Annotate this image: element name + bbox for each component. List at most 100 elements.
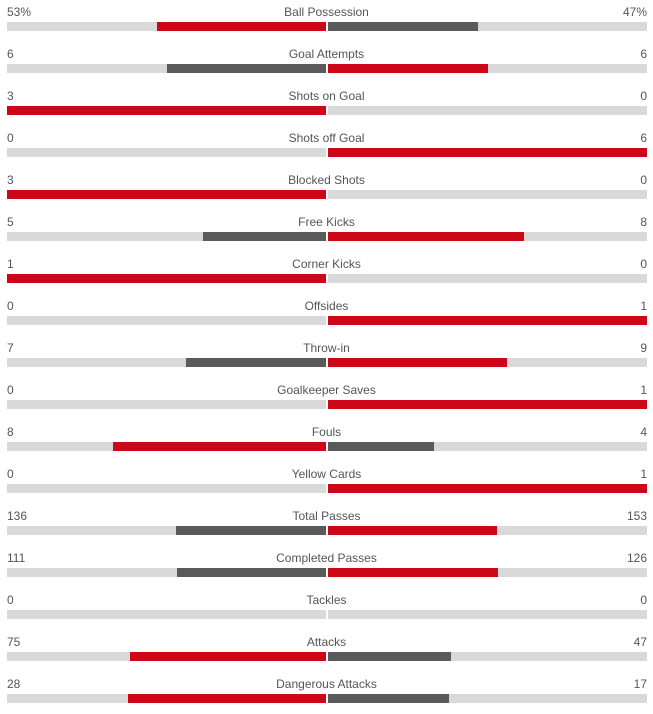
stat-row-blocked-shots: 3 Blocked Shots 0 bbox=[0, 168, 653, 210]
home-value: 0 bbox=[7, 131, 14, 145]
away-bar-fill bbox=[328, 694, 449, 703]
home-bar-track bbox=[7, 274, 326, 283]
stat-name: Shots on Goal bbox=[288, 89, 365, 103]
home-bar-track bbox=[7, 190, 326, 199]
stat-name: Offsides bbox=[304, 299, 349, 313]
home-bar-track bbox=[7, 652, 326, 661]
away-bar-track bbox=[328, 526, 647, 535]
away-bar-fill bbox=[328, 652, 451, 661]
away-bar-fill bbox=[328, 400, 647, 409]
stat-name: Throw-in bbox=[303, 341, 350, 355]
home-bar-track bbox=[7, 526, 326, 535]
stat-row-total-passes: 136 Total Passes 153 bbox=[0, 504, 653, 546]
away-bar-fill bbox=[328, 358, 508, 367]
away-value: 8 bbox=[640, 215, 647, 229]
home-bar-track bbox=[7, 484, 326, 493]
away-bar-track bbox=[328, 232, 647, 241]
stat-row-shots-off-goal: 0 Shots off Goal 6 bbox=[0, 126, 653, 168]
home-bar-fill bbox=[166, 64, 326, 73]
home-value: 0 bbox=[7, 593, 14, 607]
away-value: 1 bbox=[640, 299, 647, 313]
away-bar-track bbox=[328, 484, 647, 493]
away-bar-track bbox=[328, 22, 647, 31]
home-value: 53% bbox=[7, 5, 32, 19]
away-value: 17 bbox=[633, 677, 647, 691]
away-bar-track bbox=[328, 316, 647, 325]
stat-row-dangerous-attacks: 28 Dangerous Attacks 17 bbox=[0, 672, 653, 714]
away-bar-fill bbox=[328, 22, 478, 31]
away-value: 0 bbox=[640, 593, 647, 607]
stat-row-yellow-cards: 0 Yellow Cards 1 bbox=[0, 462, 653, 504]
home-value: 5 bbox=[7, 215, 14, 229]
home-bar-track bbox=[7, 358, 326, 367]
away-value: 0 bbox=[640, 257, 647, 271]
home-bar-track bbox=[7, 694, 326, 703]
home-bar-fill bbox=[156, 22, 326, 31]
away-value: 153 bbox=[626, 509, 647, 523]
stat-row-offsides: 0 Offsides 1 bbox=[0, 294, 653, 336]
stat-row-throw-in: 7 Throw-in 9 bbox=[0, 336, 653, 378]
away-bar-track bbox=[328, 568, 647, 577]
stat-name: Yellow Cards bbox=[291, 467, 362, 481]
home-bar-track bbox=[7, 106, 326, 115]
stat-row-tackles: 0 Tackles 0 bbox=[0, 588, 653, 630]
stat-row-free-kicks: 5 Free Kicks 8 bbox=[0, 210, 653, 252]
home-bar-track bbox=[7, 568, 326, 577]
away-bar-fill bbox=[328, 64, 488, 73]
home-value: 0 bbox=[7, 383, 14, 397]
stat-name: Total Passes bbox=[292, 509, 361, 523]
home-bar-track bbox=[7, 316, 326, 325]
stat-row-goal-attempts: 6 Goal Attempts 6 bbox=[0, 42, 653, 84]
away-value: 1 bbox=[640, 383, 647, 397]
home-value: 1 bbox=[7, 257, 14, 271]
home-bar-track bbox=[7, 442, 326, 451]
home-bar-track bbox=[7, 64, 326, 73]
away-value: 9 bbox=[640, 341, 647, 355]
home-bar-fill bbox=[186, 358, 326, 367]
home-value: 8 bbox=[7, 425, 14, 439]
stat-row-shots-on-goal: 3 Shots on Goal 0 bbox=[0, 84, 653, 126]
stat-name: Dangerous Attacks bbox=[276, 677, 377, 691]
away-bar-fill bbox=[328, 442, 435, 451]
home-value: 3 bbox=[7, 89, 14, 103]
stat-name: Corner Kicks bbox=[292, 257, 361, 271]
away-bar-track bbox=[328, 148, 647, 157]
stat-row-attacks: 75 Attacks 47 bbox=[0, 630, 653, 672]
home-value: 0 bbox=[7, 467, 14, 481]
stat-name: Goal Attempts bbox=[288, 47, 365, 61]
away-value: 1 bbox=[640, 467, 647, 481]
away-bar-track bbox=[328, 358, 647, 367]
stat-row-corner-kicks: 1 Corner Kicks 0 bbox=[0, 252, 653, 294]
away-bar-track bbox=[328, 610, 647, 619]
home-value: 136 bbox=[7, 509, 28, 523]
away-bar-fill bbox=[328, 568, 498, 577]
away-value: 4 bbox=[640, 425, 647, 439]
stat-name: Shots off Goal bbox=[288, 131, 365, 145]
home-bar-fill bbox=[127, 694, 326, 703]
away-value: 6 bbox=[640, 131, 647, 145]
away-bar-track bbox=[328, 106, 647, 115]
stat-name: Fouls bbox=[311, 425, 342, 439]
away-value: 0 bbox=[640, 173, 647, 187]
home-bar-track bbox=[7, 232, 326, 241]
away-bar-track bbox=[328, 694, 647, 703]
away-value: 126 bbox=[626, 551, 647, 565]
away-value: 47 bbox=[633, 635, 647, 649]
away-bar-track bbox=[328, 190, 647, 199]
stat-row-goalkeeper-saves: 0 Goalkeeper Saves 1 bbox=[0, 378, 653, 420]
stat-name: Blocked Shots bbox=[288, 173, 365, 187]
home-bar-track bbox=[7, 148, 326, 157]
home-bar-fill bbox=[7, 106, 326, 115]
stat-name: Tackles bbox=[306, 593, 347, 607]
home-value: 7 bbox=[7, 341, 14, 355]
stat-name: Ball Possession bbox=[284, 5, 369, 19]
away-bar-track bbox=[328, 274, 647, 283]
stat-name: Attacks bbox=[306, 635, 347, 649]
stat-row-completed-passes: 111 Completed Passes 126 bbox=[0, 546, 653, 588]
home-bar-track bbox=[7, 610, 326, 619]
home-bar-fill bbox=[7, 190, 326, 199]
stat-row-ball-possession: 53% Ball Possession 47% bbox=[0, 0, 653, 42]
away-bar-track bbox=[328, 64, 647, 73]
home-value: 111 bbox=[7, 551, 26, 565]
